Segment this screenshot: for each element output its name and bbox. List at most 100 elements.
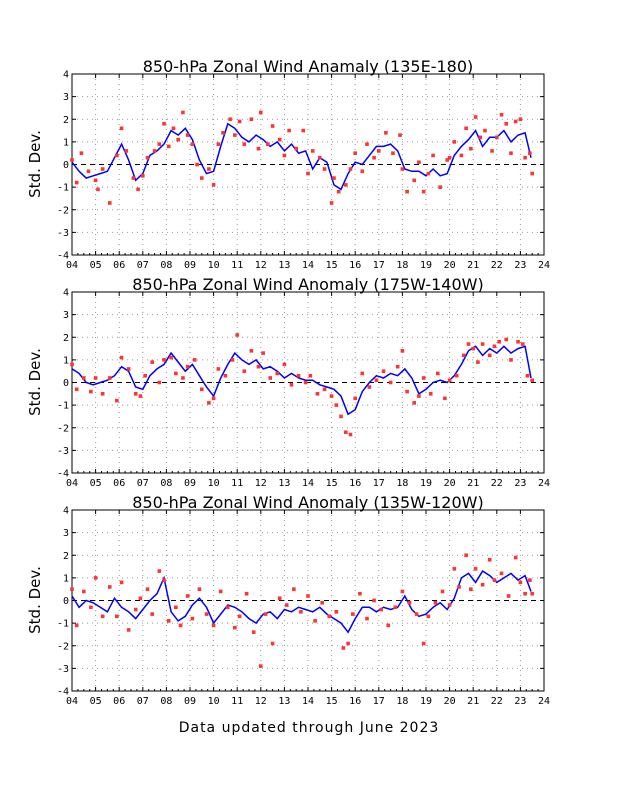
x-tick-label: 24 bbox=[538, 696, 550, 707]
data-point bbox=[174, 371, 178, 376]
data-point bbox=[96, 187, 100, 192]
data-point bbox=[230, 358, 235, 362]
data-point bbox=[270, 124, 275, 128]
x-tick-label: 20 bbox=[444, 696, 456, 707]
data-point bbox=[266, 142, 270, 146]
x-tick-label: 16 bbox=[349, 696, 361, 707]
data-point bbox=[372, 155, 376, 160]
data-point bbox=[353, 151, 357, 155]
y-tick-label: 0 bbox=[63, 378, 69, 389]
data-point bbox=[525, 373, 530, 378]
data-point bbox=[351, 612, 355, 616]
data-point bbox=[518, 117, 523, 122]
y-tick-label: -1 bbox=[57, 619, 69, 630]
data-point bbox=[207, 167, 211, 171]
data-point bbox=[509, 358, 513, 362]
data-point bbox=[348, 167, 353, 171]
data-point bbox=[82, 589, 86, 594]
x-tick-label: 11 bbox=[231, 696, 243, 707]
data-point bbox=[145, 587, 150, 591]
data-point bbox=[400, 349, 405, 353]
data-point bbox=[428, 392, 433, 396]
data-point bbox=[174, 605, 178, 610]
data-point bbox=[249, 349, 254, 353]
x-tick-label: 20 bbox=[444, 260, 456, 271]
data-point bbox=[388, 380, 393, 385]
data-point bbox=[360, 371, 365, 376]
data-point bbox=[150, 612, 155, 616]
x-tick-label: 05 bbox=[90, 260, 102, 271]
x-tick-label: 04 bbox=[66, 696, 78, 707]
data-point bbox=[296, 373, 301, 378]
x-tick-label: 19 bbox=[420, 260, 432, 271]
data-point bbox=[334, 403, 339, 407]
data-point bbox=[74, 387, 79, 392]
data-point bbox=[315, 392, 320, 396]
data-point bbox=[360, 169, 365, 174]
data-point bbox=[157, 569, 162, 573]
data-point bbox=[412, 178, 416, 183]
data-point bbox=[277, 596, 282, 601]
data-point bbox=[93, 178, 98, 183]
data-point bbox=[228, 117, 232, 122]
data-point bbox=[185, 594, 190, 598]
y-tick-label: 2 bbox=[63, 551, 69, 562]
data-point bbox=[426, 171, 431, 176]
data-point bbox=[131, 176, 136, 180]
x-tick-label: 10 bbox=[208, 260, 220, 271]
data-point bbox=[256, 146, 261, 151]
data-point bbox=[358, 591, 362, 596]
data-point bbox=[100, 614, 105, 619]
data-point bbox=[282, 362, 287, 367]
data-point bbox=[506, 594, 511, 598]
data-point bbox=[141, 174, 145, 178]
x-tick-label: 16 bbox=[349, 260, 361, 271]
data-point bbox=[322, 387, 327, 392]
data-point bbox=[483, 128, 487, 133]
data-point bbox=[235, 333, 239, 337]
data-point bbox=[443, 396, 447, 401]
data-point bbox=[412, 401, 416, 405]
data-point bbox=[107, 585, 112, 589]
data-point bbox=[275, 371, 280, 376]
data-point bbox=[249, 117, 254, 122]
data-point bbox=[211, 396, 216, 401]
data-point bbox=[372, 598, 376, 603]
data-point bbox=[261, 351, 265, 355]
y-tick-label: -1 bbox=[57, 183, 69, 194]
data-point bbox=[499, 571, 504, 576]
data-point bbox=[327, 614, 332, 619]
y-tick-label: 2 bbox=[63, 115, 69, 126]
chart-title-2: 850-hPa Zonal Wind Anomaly (175W-140W) bbox=[132, 275, 483, 294]
data-point bbox=[93, 576, 98, 580]
data-point bbox=[365, 142, 369, 146]
data-point bbox=[216, 367, 221, 371]
data-point bbox=[303, 380, 308, 385]
data-point bbox=[237, 119, 242, 124]
data-point bbox=[421, 189, 426, 194]
data-point bbox=[282, 153, 287, 158]
data-point bbox=[301, 128, 306, 133]
x-tick-label: 17 bbox=[373, 260, 385, 271]
y-tick-label: 4 bbox=[63, 70, 69, 81]
data-point bbox=[256, 364, 261, 369]
data-point bbox=[469, 587, 473, 591]
data-point bbox=[157, 142, 162, 146]
data-point bbox=[464, 553, 468, 558]
data-point bbox=[270, 641, 275, 646]
x-tick-label: 13 bbox=[278, 260, 290, 271]
data-point bbox=[197, 587, 202, 591]
data-point bbox=[405, 189, 409, 194]
data-point bbox=[166, 619, 171, 623]
data-point bbox=[200, 387, 204, 392]
data-point bbox=[190, 616, 195, 621]
x-tick-label: 17 bbox=[373, 696, 385, 707]
data-point bbox=[379, 607, 383, 612]
data-point bbox=[86, 169, 91, 174]
data-point bbox=[306, 594, 310, 598]
data-point bbox=[400, 167, 405, 171]
y-axis-label-1: Std. Dev. bbox=[26, 130, 44, 198]
data-point bbox=[192, 358, 197, 362]
data-point bbox=[339, 414, 343, 419]
